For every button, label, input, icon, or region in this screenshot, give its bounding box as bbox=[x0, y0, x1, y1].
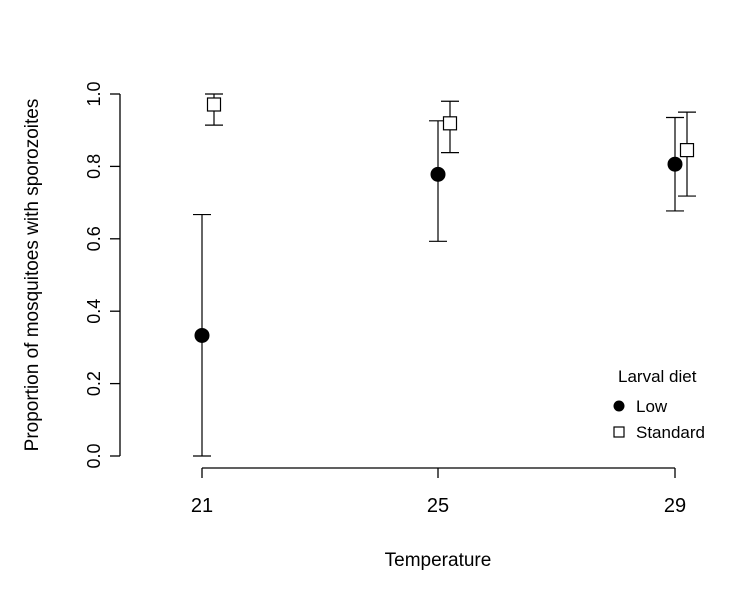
y-tick-label: 0.6 bbox=[84, 226, 104, 251]
data-point-standard bbox=[441, 100, 459, 154]
x-axis: 21 25 29 bbox=[191, 467, 686, 517]
x-tick-label: 21 bbox=[191, 495, 213, 517]
y-tick-label: 1.0 bbox=[84, 81, 104, 106]
y-tick-label: 0.4 bbox=[84, 299, 104, 324]
point-marker bbox=[679, 143, 695, 158]
x-tick-label: 25 bbox=[427, 495, 449, 517]
point-marker bbox=[194, 327, 210, 343]
y-axis: 0.0 0.2 0.4 0.6 0.8 1.0 bbox=[84, 81, 121, 469]
data-point-low bbox=[193, 213, 211, 457]
data-point-standard bbox=[205, 93, 223, 126]
legend-label-standard: Standard bbox=[636, 423, 705, 442]
point-marker bbox=[206, 97, 222, 112]
point-marker bbox=[430, 166, 446, 182]
point-marker bbox=[442, 116, 458, 131]
legend: Larval diet Low Standard bbox=[613, 367, 705, 442]
data-point-standard bbox=[678, 111, 696, 197]
y-tick-label: 0.8 bbox=[84, 154, 104, 179]
data-point-low bbox=[666, 116, 684, 212]
legend-marker-standard bbox=[613, 426, 625, 438]
data-marks bbox=[193, 93, 696, 457]
data-point-low bbox=[429, 120, 447, 242]
x-tick-label: 29 bbox=[664, 495, 686, 517]
y-tick-label: 0.2 bbox=[84, 371, 104, 396]
legend-title: Larval diet bbox=[618, 367, 697, 386]
y-tick-label: 0.0 bbox=[84, 443, 104, 468]
legend-marker-low bbox=[613, 400, 625, 412]
legend-label-low: Low bbox=[636, 397, 668, 416]
x-axis-label: Temperature bbox=[385, 550, 492, 571]
y-axis-label: Proportion of mosquitoes with sporozoite… bbox=[22, 99, 43, 452]
point-marker bbox=[667, 156, 683, 172]
